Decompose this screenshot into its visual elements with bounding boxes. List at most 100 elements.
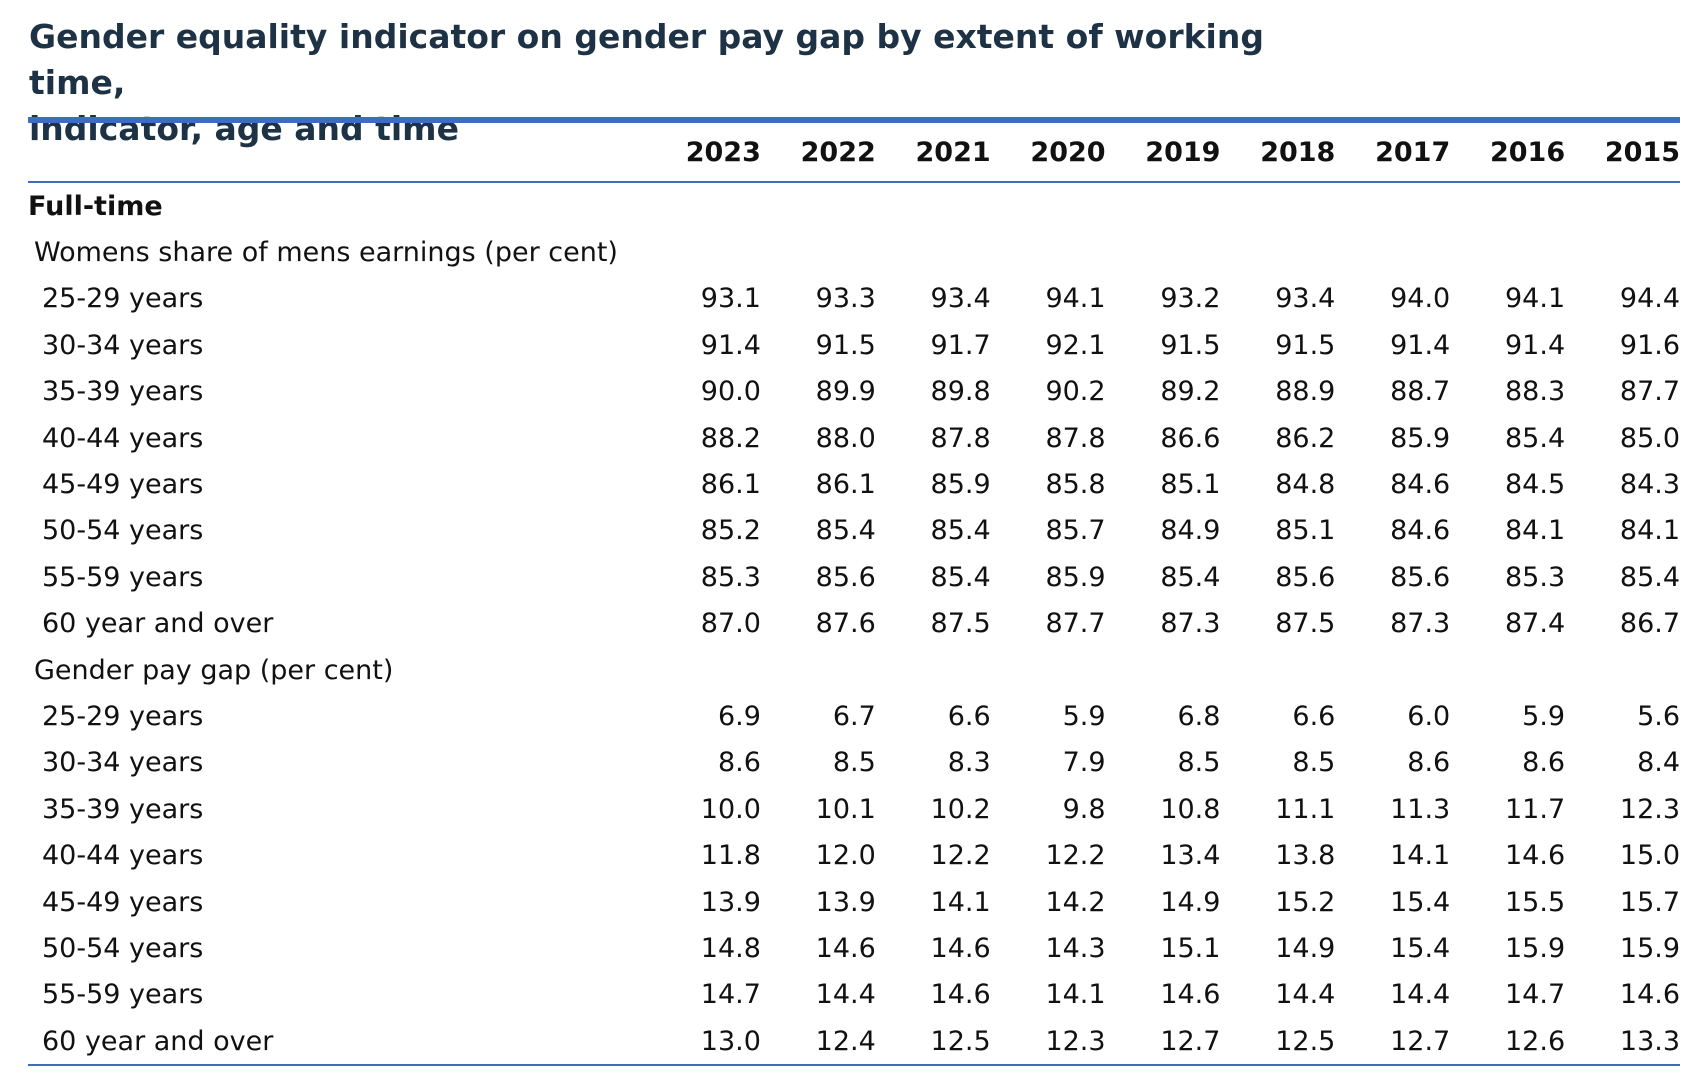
table-cell: 88.7 — [1390, 376, 1451, 408]
row-label: 25-29 years — [42, 700, 204, 732]
table-row: 40-44 years 88.2 88.0 87.8 87.8 86.6 86.2 85.9 8… — [28, 415, 1680, 461]
table-cell: 88.0 — [815, 422, 876, 454]
table-row: 55-59 years 14.7 14.4 14.6 14.1 14.6 14.4 14.4 1… — [28, 972, 1680, 1018]
table-cell: 14.7 — [1505, 979, 1566, 1011]
column-header-2018: 2018 — [1220, 120, 1336, 183]
table-cell: 8.6 — [1407, 747, 1451, 779]
table-cell: 11.7 — [1505, 793, 1566, 825]
table-cell: 6.0 — [1407, 700, 1451, 732]
table-row: 25-29 years 6.9 6.7 6.6 5.9 6.8 6.6 6.0 5.9 5.6 — [28, 693, 1680, 739]
table-cell: 91.4 — [1505, 329, 1566, 361]
table-cell: 88.3 — [1505, 376, 1566, 408]
table-cell: 84.5 — [1505, 469, 1566, 501]
table-cell: 12.3 — [1619, 793, 1681, 825]
table-cell: 91.7 — [930, 329, 991, 361]
table-row: 55-59 years 85.3 85.6 85.4 85.9 85.4 85.6 85.6 8… — [28, 554, 1680, 600]
table-row: 60 year and over 13.0 12.4 12.5 12.3 12.7 12.5… — [28, 1018, 1680, 1065]
table-cell: 14.6 — [930, 979, 991, 1011]
table-header: 2023 2022 2021 2020 2019 2018 2017 2016 2015 — [28, 120, 1681, 183]
table-cell: 8.6 — [1522, 747, 1566, 779]
table-cell: 10.8 — [1160, 793, 1221, 825]
table-cell: 8.5 — [1292, 747, 1336, 779]
table-cell: 91.5 — [1160, 329, 1221, 361]
table-cell: 14.1 — [930, 886, 991, 918]
indicator-row: Gender pay gap (per cent) — [28, 647, 1680, 693]
table-cell: 94.1 — [1045, 283, 1106, 315]
column-header-2023: 2023 — [646, 120, 761, 183]
row-label: 45-49 years — [42, 469, 204, 501]
row-label: 45-49 years — [42, 886, 204, 918]
table-cell: 6.6 — [1292, 700, 1336, 732]
table-cell: 88.9 — [1275, 376, 1336, 408]
table-row: 50-54 years 85.2 85.4 85.4 85.7 84.9 85.1 84.6 8… — [28, 508, 1680, 554]
table-cell: 14.4 — [1390, 979, 1451, 1011]
table-cell: 8.5 — [832, 747, 876, 779]
column-header-2015: 2015 — [1565, 120, 1681, 183]
table-cell: 84.1 — [1505, 515, 1566, 547]
table-cell: 10.2 — [930, 793, 991, 825]
table-cell: 12.3 — [1045, 1025, 1106, 1057]
table-cell: 13.9 — [700, 886, 761, 918]
table-cell: 84.9 — [1160, 515, 1221, 547]
table-cell: 85.3 — [700, 561, 761, 593]
table-cell: 94.1 — [1505, 283, 1566, 315]
table-cell: 12.6 — [1505, 1025, 1566, 1057]
table-cell: 9.8 — [1062, 793, 1106, 825]
table-row: 30-34 years 8.6 8.5 8.3 7.9 8.5 8.5 8.6 8.6 8.4 — [28, 740, 1680, 786]
table-cell: 84.8 — [1275, 469, 1336, 501]
table-cell: 85.6 — [815, 561, 876, 593]
table-cell: 89.2 — [1160, 376, 1221, 408]
table-cell: 85.9 — [930, 469, 991, 501]
column-header-2019: 2019 — [1105, 120, 1221, 183]
column-header-2021: 2021 — [875, 120, 991, 183]
table-cell: 15.9 — [1619, 932, 1681, 964]
table-cell: 85.4 — [930, 561, 991, 593]
table-cell: 14.4 — [1275, 979, 1336, 1011]
table-cell: 6.6 — [947, 700, 991, 732]
indicator-label: Womens share of mens earnings (per cent) — [34, 237, 618, 269]
table-cell: 93.3 — [815, 283, 876, 315]
table-cell: 94.4 — [1619, 283, 1681, 315]
table-cell: 15.1 — [1160, 932, 1221, 964]
table-cell: 14.6 — [1505, 840, 1566, 872]
table-cell: 87.7 — [1619, 376, 1681, 408]
row-label: 60 year and over — [42, 608, 274, 640]
table-cell: 12.4 — [815, 1025, 876, 1057]
table-cell: 93.2 — [1160, 283, 1221, 315]
table-cell: 93.4 — [930, 283, 991, 315]
table-cell: 14.1 — [1390, 840, 1451, 872]
table-cell: 6.9 — [717, 700, 761, 732]
table-cell: 85.6 — [1275, 561, 1336, 593]
table-cell: 14.6 — [930, 932, 991, 964]
table-cell: 86.6 — [1160, 422, 1221, 454]
table-cell: 88.2 — [700, 422, 761, 454]
table-cell: 85.9 — [1045, 561, 1106, 593]
table-cell: 5.9 — [1522, 700, 1566, 732]
table-cell: 86.1 — [815, 469, 876, 501]
row-label: 55-59 years — [42, 561, 204, 593]
indicator-row: Womens share of mens earnings (per cent) — [28, 229, 1680, 275]
table-cell: 87.0 — [700, 608, 761, 640]
table-cell: 12.0 — [815, 840, 876, 872]
table-cell: 15.5 — [1505, 886, 1566, 918]
table-cell: 92.1 — [1045, 329, 1106, 361]
table-cell: 11.8 — [700, 840, 761, 872]
table-container: 2023 2022 2021 2020 2019 2018 2017 2016 2015 Ful… — [28, 117, 1681, 1067]
table-cell: 85.3 — [1505, 561, 1566, 593]
table-cell: 14.9 — [1160, 886, 1221, 918]
row-label: 60 year and over — [42, 1025, 274, 1057]
table-cell: 85.0 — [1619, 422, 1681, 454]
table-cell: 85.8 — [1045, 469, 1106, 501]
table-cell: 94.0 — [1390, 283, 1451, 315]
table-cell: 86.2 — [1275, 422, 1336, 454]
table-cell: 93.4 — [1275, 283, 1336, 315]
table-cell: 15.9 — [1505, 932, 1566, 964]
row-label: 55-59 years — [42, 979, 204, 1011]
table-cell: 87.3 — [1390, 608, 1451, 640]
table-cell: 12.2 — [1045, 840, 1106, 872]
table-cell: 87.5 — [930, 608, 991, 640]
table-cell: 91.5 — [815, 329, 876, 361]
table-cell: 14.3 — [1045, 932, 1106, 964]
row-label: 50-54 years — [42, 515, 204, 547]
